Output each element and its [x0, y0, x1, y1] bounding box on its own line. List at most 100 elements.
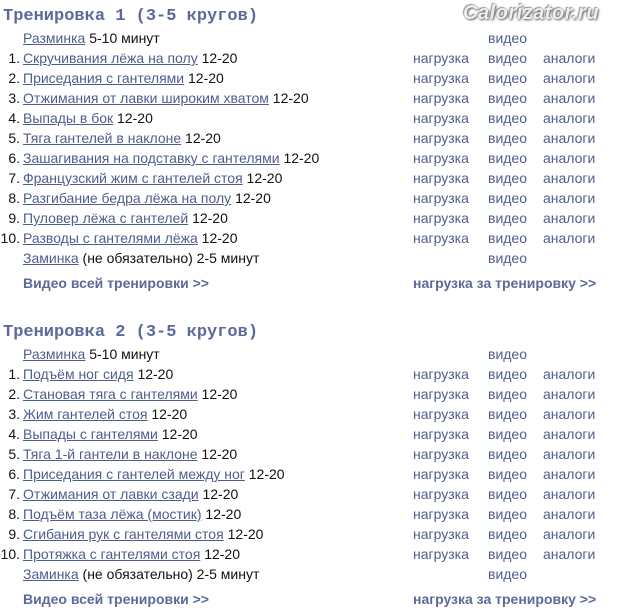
analogs-link[interactable]: аналоги	[543, 230, 596, 246]
analogs-link[interactable]: аналоги	[543, 150, 596, 166]
exercise-link[interactable]: Выпады с гантелями	[23, 426, 158, 442]
exercise-link[interactable]: Жим гантелей стоя	[23, 406, 148, 422]
video-link[interactable]: видео	[488, 506, 527, 522]
load-link[interactable]: нагрузка	[413, 130, 469, 146]
exercise-link[interactable]: Тяга 1-й гантели в наклоне	[23, 446, 198, 462]
warmup-video-link[interactable]: видео	[488, 30, 527, 46]
video-link[interactable]: видео	[488, 446, 527, 462]
video-link[interactable]: видео	[488, 466, 527, 482]
video-link[interactable]: видео	[488, 210, 527, 226]
exercise-row: 4. Выпады в бок 12-20 нагрузка видео аналоги	[0, 108, 625, 128]
exercise-link[interactable]: Пуловер лёжа с гантелей	[23, 210, 189, 226]
load-link[interactable]: нагрузка	[413, 426, 469, 442]
cooldown-video-link[interactable]: видео	[488, 566, 527, 582]
load-link[interactable]: нагрузка	[413, 486, 469, 502]
exercise-link[interactable]: Зашагивания на подставку с гантелями	[23, 150, 280, 166]
exercise-link[interactable]: Отжимания от лавки сзади	[23, 486, 199, 502]
exercise-link[interactable]: Отжимания от лавки широким хватом	[23, 90, 269, 106]
video-link[interactable]: видео	[488, 366, 527, 382]
exercise-link[interactable]: Подъём ног сидя	[23, 366, 134, 382]
analogs-link[interactable]: аналоги	[543, 366, 596, 382]
analogs-link[interactable]: аналоги	[543, 110, 596, 126]
load-link[interactable]: нагрузка	[413, 110, 469, 126]
video-link[interactable]: видео	[488, 230, 527, 246]
video-link[interactable]: видео	[488, 170, 527, 186]
analogs-link[interactable]: аналоги	[543, 466, 596, 482]
exercise-link[interactable]: Подъём таза лёжа (мостик)	[23, 506, 202, 522]
load-link[interactable]: нагрузка	[413, 90, 469, 106]
exercise-link[interactable]: Разгибание бедра лёжа на полу	[23, 190, 232, 206]
analogs-link[interactable]: аналоги	[543, 426, 596, 442]
full-workout-video-link[interactable]: Видео всей тренировки >>	[23, 591, 209, 607]
video-link[interactable]: видео	[488, 486, 527, 502]
load-link[interactable]: нагрузка	[413, 446, 469, 462]
exercise-link[interactable]: Выпады в бок	[23, 110, 114, 126]
workout-footer: Видео всей тренировки >> нагрузка за трен…	[0, 268, 625, 293]
analogs-link[interactable]: аналоги	[543, 130, 596, 146]
analogs-link[interactable]: аналоги	[543, 406, 596, 422]
cooldown-link[interactable]: Заминка	[23, 250, 79, 266]
warmup-video-link[interactable]: видео	[488, 346, 527, 362]
video-link[interactable]: видео	[488, 386, 527, 402]
load-link[interactable]: нагрузка	[413, 190, 469, 206]
exercise-link[interactable]: Становая тяга с гантелями	[23, 386, 198, 402]
workout-load-link[interactable]: нагрузка за тренировку >>	[413, 275, 597, 291]
video-link[interactable]: видео	[488, 546, 527, 562]
analogs-link[interactable]: аналоги	[543, 70, 596, 86]
analogs-link[interactable]: аналоги	[543, 446, 596, 462]
video-link[interactable]: видео	[488, 406, 527, 422]
full-workout-video-link[interactable]: Видео всей тренировки >>	[23, 275, 209, 291]
exercise-link[interactable]: Скручивания лёжа на полу	[23, 50, 198, 66]
load-link[interactable]: нагрузка	[413, 526, 469, 542]
analogs-link[interactable]: аналоги	[543, 546, 596, 562]
load-link[interactable]: нагрузка	[413, 506, 469, 522]
video-link[interactable]: видео	[488, 526, 527, 542]
exercise-reps: 12-20	[246, 170, 283, 186]
video-link[interactable]: видео	[488, 426, 527, 442]
warmup-link[interactable]: Разминка	[23, 30, 86, 46]
workout-load-link[interactable]: нагрузка за тренировку >>	[413, 591, 597, 607]
video-link[interactable]: видео	[488, 50, 527, 66]
cooldown-video-link[interactable]: видео	[488, 250, 527, 266]
analogs-link[interactable]: аналоги	[543, 190, 596, 206]
load-link[interactable]: нагрузка	[413, 170, 469, 186]
video-link[interactable]: видео	[488, 70, 527, 86]
analogs-link[interactable]: аналоги	[543, 386, 596, 402]
load-link[interactable]: нагрузка	[413, 466, 469, 482]
analogs-link[interactable]: аналоги	[543, 90, 596, 106]
exercise-link[interactable]: Приседания с гантелями	[23, 70, 185, 86]
video-link[interactable]: видео	[488, 90, 527, 106]
load-link[interactable]: нагрузка	[413, 50, 469, 66]
exercise-link[interactable]: Сгибания рук с гантелями стоя	[23, 526, 224, 542]
load-link[interactable]: нагрузка	[413, 230, 469, 246]
analogs-link[interactable]: аналоги	[543, 486, 596, 502]
exercise: Жим гантелей стоя 12-20	[23, 404, 187, 424]
exercise-link[interactable]: Приседания с гантелей между ног	[23, 466, 245, 482]
exercise-link[interactable]: Протяжка с гантелями стоя	[23, 546, 201, 562]
exercise-reps: 12-20	[248, 466, 285, 482]
exercise-link[interactable]: Французский жим с гантелей стоя	[23, 170, 243, 186]
load-link[interactable]: нагрузка	[413, 210, 469, 226]
cooldown-link[interactable]: Заминка	[23, 566, 79, 582]
load-link[interactable]: нагрузка	[413, 70, 469, 86]
load-link[interactable]: нагрузка	[413, 546, 469, 562]
exercise-row: 6. Приседания с гантелей между ног 12-20 н…	[0, 464, 625, 484]
video-link[interactable]: видео	[488, 150, 527, 166]
analogs-link[interactable]: аналоги	[543, 526, 596, 542]
warmup-link[interactable]: Разминка	[23, 346, 86, 362]
exercise: Французский жим с гантелей стоя 12-20	[23, 168, 282, 188]
exercise-reps: 12-20	[185, 130, 221, 146]
analogs-link[interactable]: аналоги	[543, 50, 596, 66]
video-link[interactable]: видео	[488, 190, 527, 206]
analogs-link[interactable]: аналоги	[543, 210, 596, 226]
exercise-link[interactable]: Разводы с гантелями лёжа	[23, 230, 198, 246]
analogs-link[interactable]: аналоги	[543, 170, 596, 186]
video-link[interactable]: видео	[488, 130, 527, 146]
video-link[interactable]: видео	[488, 110, 527, 126]
load-link[interactable]: нагрузка	[413, 386, 469, 402]
exercise-link[interactable]: Тяга гантелей в наклоне	[23, 130, 182, 146]
load-link[interactable]: нагрузка	[413, 150, 469, 166]
load-link[interactable]: нагрузка	[413, 406, 469, 422]
load-link[interactable]: нагрузка	[413, 366, 469, 382]
analogs-link[interactable]: аналоги	[543, 506, 596, 522]
